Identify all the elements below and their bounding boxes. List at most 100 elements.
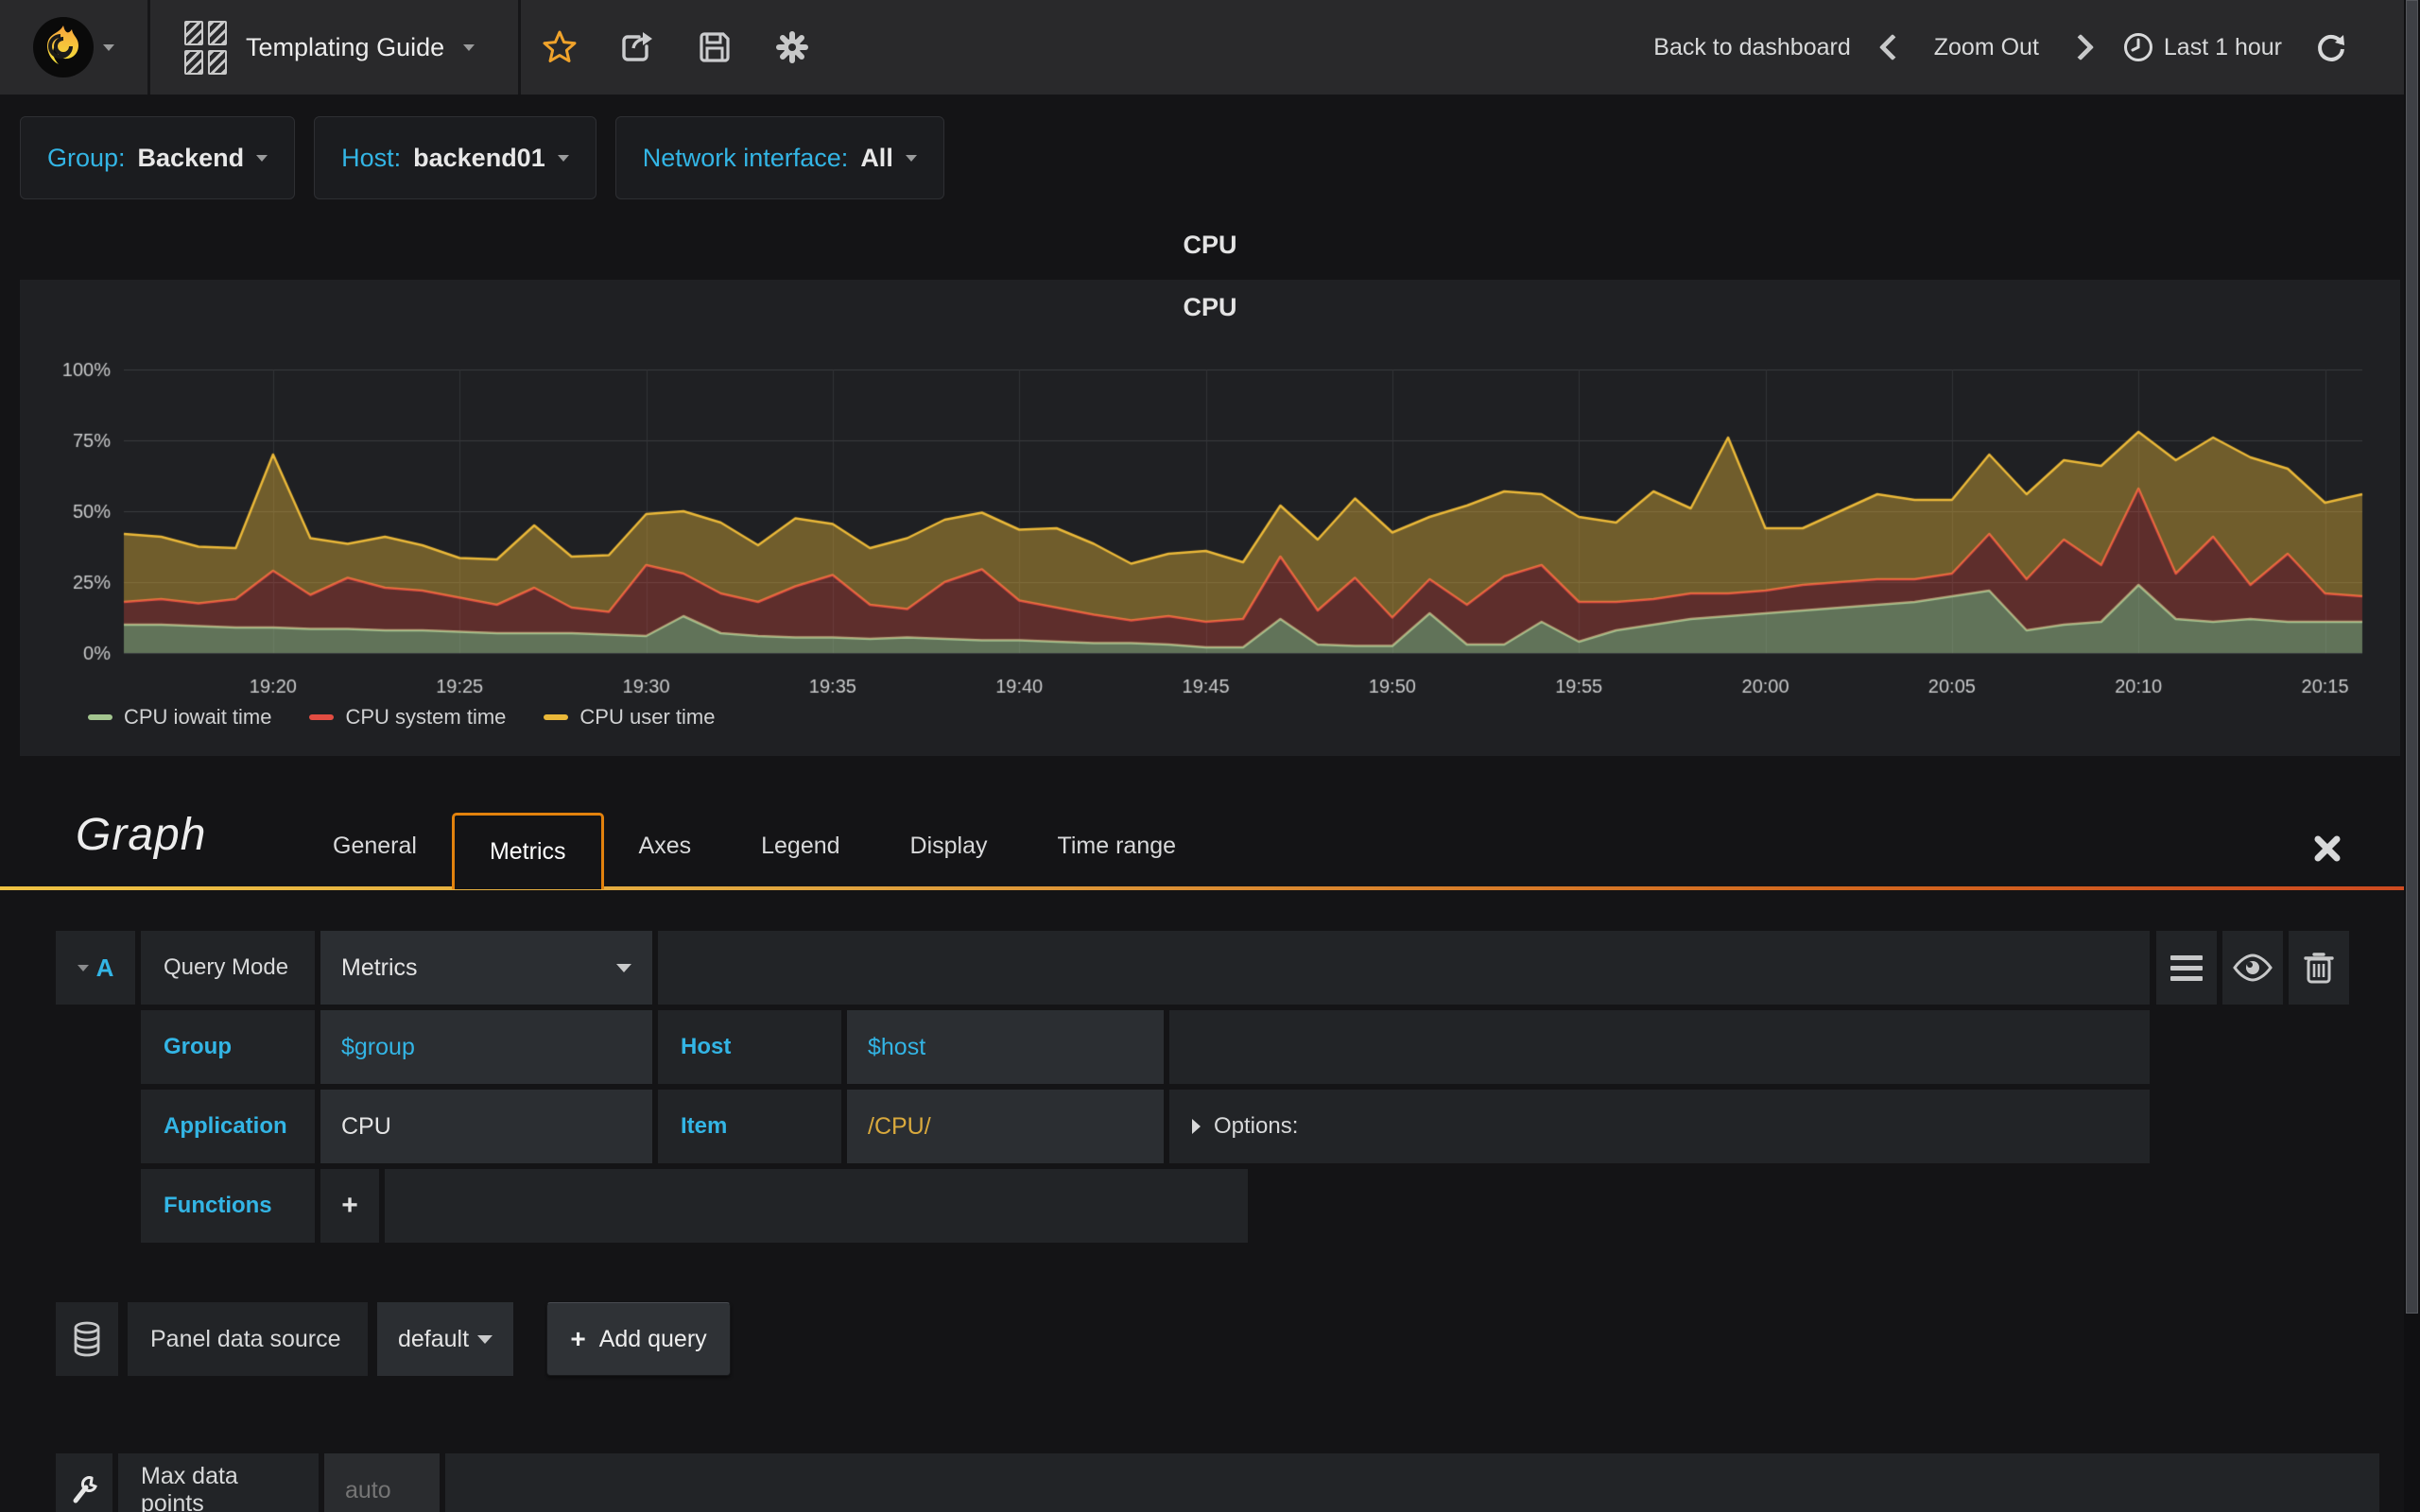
database-icon xyxy=(74,1321,100,1357)
cpu-chart-canvas[interactable] xyxy=(29,346,2391,714)
editor-tabs: General Metrics Axes Legend Display Time… xyxy=(298,799,1211,893)
group-label: Group xyxy=(141,1010,315,1084)
query-row-functions: Functions + xyxy=(141,1169,1248,1243)
refresh-icon xyxy=(2318,34,2344,61)
datasource-select[interactable]: default xyxy=(377,1302,513,1376)
legend-item[interactable]: CPU user time xyxy=(544,705,715,730)
back-to-dashboard-button[interactable]: Back to dashboard xyxy=(1653,33,1851,60)
dashboard-title-caret-icon xyxy=(463,43,475,51)
grafana-menu-button[interactable] xyxy=(0,0,150,94)
query-row-application-item: Application Item Options: xyxy=(141,1090,2150,1163)
max-data-points-row: Max data points xyxy=(56,1453,2379,1512)
gear-icon xyxy=(776,31,809,63)
tab-display[interactable]: Display xyxy=(909,832,988,859)
triangle-right-icon xyxy=(1192,1119,1201,1134)
tab-time-range[interactable]: Time range xyxy=(1057,832,1177,859)
legend-swatch xyxy=(309,714,335,720)
legend-item[interactable]: CPU system time xyxy=(309,705,506,730)
functions-label: Functions xyxy=(141,1169,315,1243)
zoom-out-button[interactable]: Zoom Out xyxy=(1933,33,2039,60)
graph-title: CPU xyxy=(1183,293,1237,321)
legend-label: CPU user time xyxy=(579,705,716,729)
variable-group-dropdown[interactable]: Group: Backend xyxy=(20,116,296,199)
grafana-logo-icon xyxy=(33,17,94,77)
wrench-icon-cell xyxy=(56,1453,112,1512)
query-row-mode: A Query Mode Metrics xyxy=(56,931,2150,1005)
dashboard-title: Templating Guide xyxy=(246,32,445,61)
datasource-icon-cell xyxy=(56,1302,118,1376)
query-collapse-button[interactable]: A xyxy=(56,931,135,1005)
grafana-menu-caret-icon xyxy=(103,43,114,51)
time-shift-back-button[interactable] xyxy=(1878,33,1906,61)
max-data-points-label: Max data points xyxy=(118,1453,319,1512)
footer-filler xyxy=(445,1453,2379,1512)
datasource-value: default xyxy=(398,1325,470,1352)
save-button[interactable] xyxy=(676,29,753,65)
application-input[interactable] xyxy=(320,1090,652,1163)
query-mode-select[interactable]: Metrics xyxy=(320,931,652,1005)
variable-host-dropdown[interactable]: Host: backend01 xyxy=(314,116,596,199)
tab-metrics[interactable]: Metrics xyxy=(451,812,604,889)
chevron-down-icon xyxy=(256,154,268,162)
tab-axes[interactable]: Axes xyxy=(638,832,692,859)
query-menu-button[interactable] xyxy=(2156,931,2217,1005)
chevron-down-icon xyxy=(616,963,631,972)
time-range-button[interactable]: Last 1 hour xyxy=(2122,31,2282,63)
trash-icon xyxy=(2304,953,2334,984)
share-button[interactable] xyxy=(598,29,676,65)
query-row-group-host: Group Host xyxy=(141,1010,2150,1084)
host-input[interactable] xyxy=(847,1010,1164,1084)
close-icon xyxy=(2314,835,2341,862)
save-icon xyxy=(700,32,730,62)
tabs-accent-line xyxy=(0,886,2420,890)
graph-legend: CPU iowait time CPU system time CPU user… xyxy=(88,705,715,730)
template-variables-row: Group: Backend Host: backend01 Network i… xyxy=(20,116,944,199)
clock-icon xyxy=(2123,33,2152,61)
add-query-label: Add query xyxy=(598,1325,707,1352)
variable-group-label: Group: xyxy=(47,143,126,172)
query-mode-label: Query Mode xyxy=(141,931,315,1005)
scrollbar-thumb[interactable] xyxy=(2406,0,2418,1314)
caret-down-icon xyxy=(77,964,89,971)
legend-item[interactable]: CPU iowait time xyxy=(88,705,271,730)
item-input[interactable] xyxy=(847,1090,1164,1163)
dashboard-title-button[interactable]: Templating Guide xyxy=(150,0,522,94)
host-label: Host xyxy=(658,1010,841,1084)
add-function-button[interactable]: + xyxy=(320,1169,379,1243)
group-input[interactable] xyxy=(320,1010,652,1084)
settings-button[interactable] xyxy=(753,28,831,66)
star-icon xyxy=(543,30,577,62)
item-label: Item xyxy=(658,1090,841,1163)
plus-icon: + xyxy=(570,1324,586,1353)
variable-netif-dropdown[interactable]: Network interface: All xyxy=(614,116,944,199)
options-expander[interactable]: Options: xyxy=(1169,1090,2150,1163)
refresh-button[interactable] xyxy=(2314,30,2348,64)
tab-legend[interactable]: Legend xyxy=(761,832,840,859)
query-action-icons xyxy=(2156,931,2349,1005)
max-data-points-input[interactable] xyxy=(324,1453,440,1512)
top-navbar: Templating Guide xyxy=(0,0,2420,94)
star-button[interactable] xyxy=(521,29,598,65)
panel-header-title[interactable]: CPU xyxy=(1183,231,1237,259)
graph-panel: CPU CPU iowait time CPU system time CPU … xyxy=(20,280,2400,756)
query-toggle-visibility-button[interactable] xyxy=(2222,931,2283,1005)
query-mode-value: Metrics xyxy=(341,954,418,981)
time-shift-forward-button[interactable] xyxy=(2066,33,2095,61)
options-label: Options: xyxy=(1214,1113,1299,1139)
query-delete-button[interactable] xyxy=(2289,931,2349,1005)
panel-type-title: Graph xyxy=(76,810,207,860)
wrench-icon xyxy=(73,1476,97,1503)
add-query-button[interactable]: + Add query xyxy=(546,1302,731,1376)
legend-swatch xyxy=(88,714,112,720)
topbar-actions xyxy=(521,0,831,94)
chevron-down-icon xyxy=(557,154,569,162)
share-icon xyxy=(622,32,653,61)
variable-host-value: backend01 xyxy=(413,143,545,172)
legend-label: CPU system time xyxy=(345,705,507,729)
variable-host-label: Host: xyxy=(341,143,402,172)
close-editor-button[interactable] xyxy=(2310,832,2344,866)
chevron-down-icon xyxy=(477,1334,493,1344)
tab-general[interactable]: General xyxy=(333,832,417,859)
dashboard-grid-icon xyxy=(184,20,227,75)
